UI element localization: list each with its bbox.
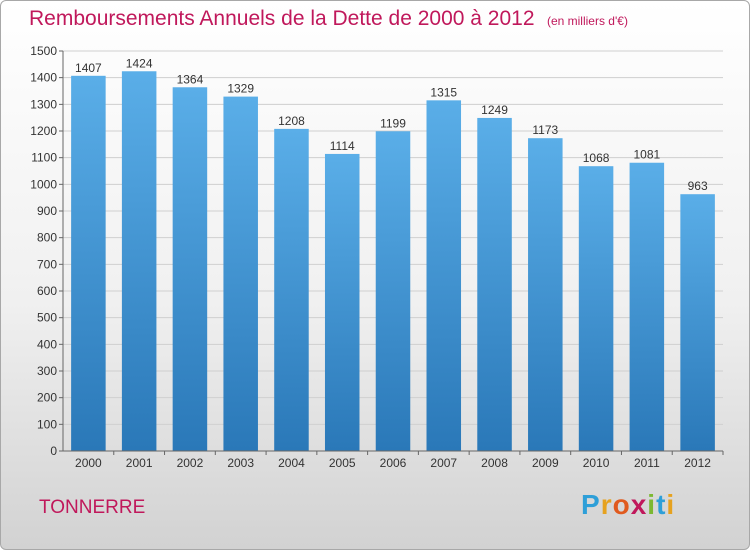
logo-letter: P: [581, 489, 601, 520]
value-label-2011: 1081: [633, 148, 660, 162]
x-tick-label-2007: 2007: [430, 456, 457, 470]
logo-letter: i: [666, 489, 676, 520]
y-tick-label: 300: [37, 364, 57, 378]
value-label-2008: 1249: [481, 103, 508, 117]
bar-2005: [324, 153, 360, 451]
bar-2008: [477, 117, 512, 451]
axes: 0 100 200 300 400 500 600 700 800 900 1000 1100 1200…: [30, 44, 724, 470]
logo-letter: t: [656, 489, 667, 520]
x-tick-label-2009: 2009: [532, 456, 559, 470]
x-tick-label-2003: 2003: [227, 456, 254, 470]
y-tick-label: 1500: [30, 44, 57, 58]
bars: 1407 1424 1364 1329 1208 1114 1199 1315 1249 1173…: [71, 56, 715, 452]
y-tick-label: 1300: [30, 97, 57, 111]
y-tick-label: 200: [37, 391, 57, 405]
logo-letter: x: [630, 489, 648, 520]
y-tick-label: 400: [37, 337, 57, 351]
bar-2012: [680, 194, 715, 451]
y-tick-label: 500: [37, 311, 57, 325]
y-tick-label: 900: [37, 204, 57, 218]
x-tick-label-2010: 2010: [583, 456, 610, 470]
value-label-2012: 963: [688, 179, 708, 193]
chart-title: Remboursements Annuels de la Dette de 20…: [29, 7, 628, 31]
value-label-2005: 1114: [330, 139, 355, 153]
value-label-2002: 1364: [177, 72, 204, 86]
y-tick-label: 700: [37, 257, 57, 271]
logo-letter: o: [612, 489, 631, 520]
x-tick-label-2006: 2006: [380, 456, 407, 470]
y-tick-label: 800: [37, 231, 57, 245]
y-tick-label: 1000: [30, 177, 57, 191]
bar-2000: [71, 75, 106, 452]
value-label-2004: 1208: [278, 114, 305, 128]
x-tick-label-2001: 2001: [126, 456, 153, 470]
x-tick-label-2000: 2000: [75, 456, 102, 470]
x-tick-label-2012: 2012: [684, 456, 711, 470]
logo-letter: r: [600, 489, 613, 520]
bar-2007: [426, 100, 462, 451]
bar-2004: [274, 128, 309, 451]
x-tick-label-2005: 2005: [329, 456, 356, 470]
bar-2003: [223, 96, 258, 451]
x-tick-label-2008: 2008: [481, 456, 508, 470]
bar-2010: [578, 166, 614, 451]
logo-letter: i: [647, 489, 657, 520]
y-tick-label: 1400: [30, 71, 57, 85]
proxiti-logo: Proxiti: [581, 489, 675, 521]
x-tick-label-2004: 2004: [278, 456, 305, 470]
bar-2009: [528, 138, 563, 451]
y-tick-label: 1100: [31, 151, 57, 165]
y-tick-label: 1200: [30, 124, 57, 138]
value-label-2001: 1424: [126, 56, 153, 70]
y-tick-label: 0: [50, 444, 57, 458]
unit-text: (en milliers d'€): [546, 14, 628, 28]
city-name: TONNERRE: [39, 497, 146, 518]
value-label-2006: 1199: [380, 116, 406, 130]
y-tick-label: 100: [37, 417, 57, 431]
value-label-2003: 1329: [227, 82, 254, 96]
title-text: Remboursements Annuels de la Dette de 20…: [29, 7, 535, 30]
x-tick-label-2011: 2011: [634, 456, 660, 470]
bar-2006: [375, 131, 411, 451]
y-tick-label: 600: [37, 284, 57, 298]
bar-2001: [121, 71, 157, 452]
value-label-2010: 1068: [583, 151, 610, 165]
bar-2002: [172, 87, 208, 452]
bar-2011: [629, 162, 665, 451]
value-label-2000: 1407: [75, 61, 102, 75]
value-label-2009: 1173: [532, 123, 558, 137]
value-label-2007: 1315: [430, 85, 457, 99]
x-tick-label-2002: 2002: [177, 456, 204, 470]
